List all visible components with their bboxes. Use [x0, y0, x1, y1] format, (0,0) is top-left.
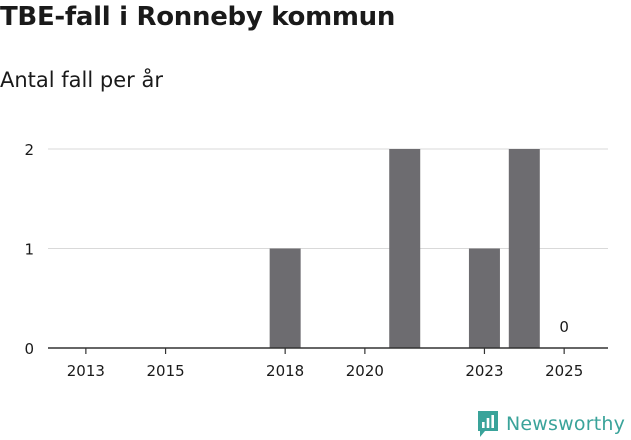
x-axis — [48, 347, 608, 354]
data-label-2025: 0 — [559, 318, 569, 336]
bars — [269, 149, 540, 348]
chart-title: TBE-fall i Ronneby kommun — [0, 2, 396, 32]
x-tick-label: 2015 — [146, 362, 184, 380]
brand-name: Newsworthy — [506, 413, 626, 435]
bar-2024 — [508, 149, 540, 348]
x-tick-label: 2023 — [465, 362, 503, 380]
newsworthy-brand: Newsworthy — [476, 408, 625, 440]
x-tick-label: 2025 — [545, 362, 583, 380]
y-tick-label: 1 — [24, 241, 34, 259]
bar-2018 — [269, 248, 301, 348]
x-tick-label: 2020 — [346, 362, 384, 380]
bar-2023 — [468, 248, 500, 348]
x-tick-label: 2018 — [266, 362, 304, 380]
chart-subtitle: Antal fall per år — [0, 68, 163, 92]
y-tick-label: 2 — [24, 141, 34, 159]
bar-2021 — [389, 149, 421, 348]
bar-chart: 0 1 2 2013 2015 2018 2020 2023 2025 0 — [24, 141, 608, 380]
x-tick-label: 2013 — [67, 362, 105, 380]
y-tick-label: 0 — [24, 340, 34, 358]
tick-labels: 0 1 2 2013 2015 2018 2020 2023 2025 0 — [24, 141, 583, 380]
newsworthy-logo-icon — [478, 411, 498, 437]
